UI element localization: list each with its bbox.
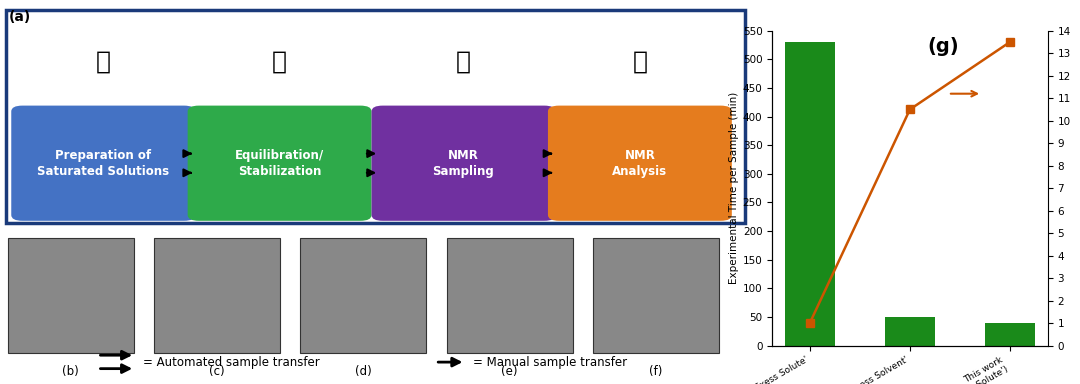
Text: = Manual sample transfer: = Manual sample transfer: [473, 356, 627, 369]
Y-axis label: Experimental Time per Sample (min): Experimental Time per Sample (min): [729, 92, 739, 284]
Text: 🔍: 🔍: [633, 50, 647, 73]
FancyBboxPatch shape: [188, 106, 372, 221]
FancyBboxPatch shape: [593, 238, 719, 353]
Text: (f): (f): [649, 365, 663, 378]
FancyBboxPatch shape: [11, 106, 195, 221]
Text: NMR
Sampling: NMR Sampling: [433, 149, 495, 178]
FancyBboxPatch shape: [372, 106, 555, 221]
Text: (b): (b): [63, 365, 79, 378]
FancyBboxPatch shape: [8, 238, 134, 353]
Text: (a): (a): [9, 10, 31, 23]
FancyBboxPatch shape: [153, 238, 280, 353]
Text: NMR
Analysis: NMR Analysis: [612, 149, 667, 178]
Text: (e): (e): [501, 365, 518, 378]
Bar: [785, 42, 835, 346]
Text: = Automated sample transfer: = Automated sample transfer: [143, 356, 320, 369]
Text: (d): (d): [355, 365, 372, 378]
Text: 🦾: 🦾: [96, 50, 111, 73]
FancyBboxPatch shape: [447, 238, 572, 353]
Text: Equilibration/
Stabilization: Equilibration/ Stabilization: [235, 149, 324, 178]
FancyBboxPatch shape: [300, 238, 427, 353]
Bar: [985, 323, 1035, 346]
Text: Preparation of
Saturated Solutions: Preparation of Saturated Solutions: [37, 149, 170, 178]
Text: 🧪: 🧪: [456, 50, 471, 73]
FancyBboxPatch shape: [6, 10, 744, 223]
FancyBboxPatch shape: [548, 106, 732, 221]
Text: (c): (c): [210, 365, 225, 378]
Text: (g): (g): [927, 37, 959, 56]
Bar: [885, 317, 935, 346]
Text: 🕐: 🕐: [272, 50, 287, 73]
